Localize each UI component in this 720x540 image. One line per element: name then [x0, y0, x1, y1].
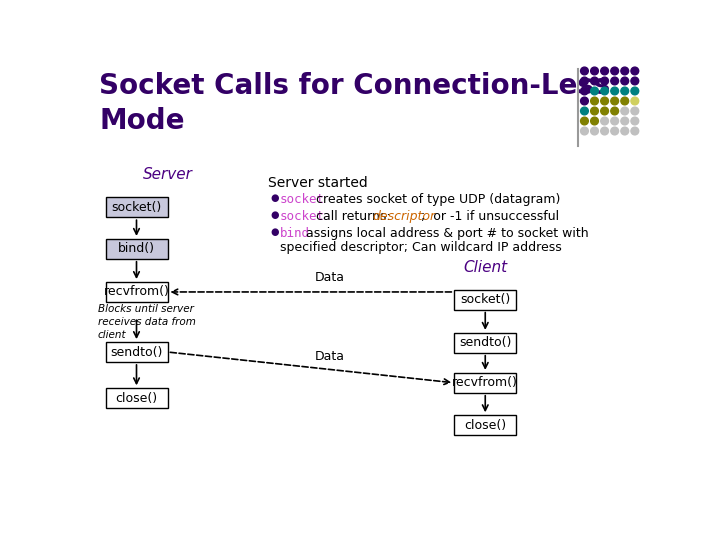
Circle shape [580, 117, 588, 125]
Circle shape [600, 67, 608, 75]
Text: bind: bind [280, 227, 310, 240]
Circle shape [611, 77, 618, 85]
Text: Socket Calls for Connection-Less: Socket Calls for Connection-Less [99, 72, 611, 100]
Circle shape [600, 117, 608, 125]
FancyBboxPatch shape [106, 197, 168, 217]
Text: socket(): socket() [460, 293, 510, 306]
Circle shape [631, 67, 639, 75]
Text: sendto(): sendto() [110, 346, 163, 359]
Text: socket(): socket() [112, 201, 161, 214]
Circle shape [600, 107, 608, 115]
Circle shape [600, 97, 608, 105]
Circle shape [631, 77, 639, 85]
Circle shape [590, 127, 598, 135]
Circle shape [600, 87, 608, 95]
Circle shape [590, 67, 598, 75]
Text: bind(): bind() [118, 242, 155, 255]
Text: ●: ● [271, 227, 279, 237]
Text: Data: Data [315, 271, 346, 284]
FancyBboxPatch shape [454, 289, 516, 309]
Text: assigns local address & port # to socket with: assigns local address & port # to socket… [302, 227, 588, 240]
FancyBboxPatch shape [106, 342, 168, 362]
Circle shape [590, 87, 598, 95]
Circle shape [611, 67, 618, 75]
Circle shape [580, 127, 588, 135]
Text: specified descriptor; Can wildcard IP address: specified descriptor; Can wildcard IP ad… [280, 241, 562, 254]
Circle shape [631, 127, 639, 135]
Text: Server started: Server started [269, 177, 368, 191]
Text: call returns:: call returns: [312, 211, 395, 224]
Text: Mode: Mode [99, 107, 185, 135]
Circle shape [611, 97, 618, 105]
Circle shape [590, 97, 598, 105]
Circle shape [621, 67, 629, 75]
Circle shape [611, 127, 618, 135]
Text: sendto(): sendto() [459, 336, 511, 349]
Text: close(): close() [464, 418, 506, 431]
Circle shape [611, 117, 618, 125]
Circle shape [580, 77, 588, 85]
Circle shape [621, 87, 629, 95]
Circle shape [590, 107, 598, 115]
Text: Client: Client [463, 260, 508, 275]
Circle shape [580, 87, 588, 95]
Circle shape [631, 87, 639, 95]
Circle shape [600, 77, 608, 85]
Text: creates socket of type UDP (datagram): creates socket of type UDP (datagram) [312, 193, 561, 206]
Circle shape [621, 107, 629, 115]
Circle shape [580, 67, 588, 75]
Text: socket: socket [280, 211, 325, 224]
Text: Data: Data [315, 350, 346, 363]
Circle shape [621, 97, 629, 105]
FancyBboxPatch shape [454, 415, 516, 435]
FancyBboxPatch shape [454, 333, 516, 353]
Text: close(): close() [115, 392, 158, 404]
Circle shape [611, 107, 618, 115]
FancyBboxPatch shape [106, 388, 168, 408]
Text: recvfrom(): recvfrom() [452, 376, 518, 389]
Text: Blocks until server
receives data from
client: Blocks until server receives data from c… [98, 303, 196, 340]
FancyBboxPatch shape [106, 239, 168, 259]
Circle shape [631, 117, 639, 125]
FancyBboxPatch shape [454, 373, 516, 393]
Circle shape [631, 107, 639, 115]
Text: ●: ● [271, 193, 279, 204]
Circle shape [621, 117, 629, 125]
Text: recvfrom(): recvfrom() [104, 286, 169, 299]
Circle shape [600, 127, 608, 135]
Text: socket: socket [280, 193, 325, 206]
Circle shape [590, 77, 598, 85]
Text: ●: ● [271, 211, 279, 220]
Text: Server: Server [143, 167, 192, 182]
Circle shape [580, 107, 588, 115]
Circle shape [580, 97, 588, 105]
Text: ;  or -1 if unsuccessful: ; or -1 if unsuccessful [421, 211, 559, 224]
Circle shape [611, 87, 618, 95]
Circle shape [590, 117, 598, 125]
Circle shape [621, 77, 629, 85]
Circle shape [631, 97, 639, 105]
FancyBboxPatch shape [106, 282, 168, 302]
Circle shape [621, 127, 629, 135]
Text: descriptor: descriptor [373, 211, 436, 224]
